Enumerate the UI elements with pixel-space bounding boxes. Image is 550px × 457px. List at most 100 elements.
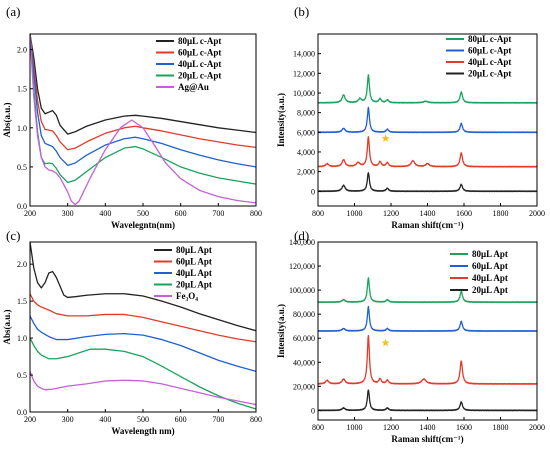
panel-label: (c) (6, 228, 20, 243)
x-tick-label: 1600 (456, 209, 472, 218)
series-line (318, 305, 537, 333)
x-tick-label: 300 (62, 415, 74, 424)
star-annotation: ★ (381, 132, 391, 145)
series-group (30, 34, 256, 206)
series-line (318, 74, 537, 104)
y-axis-title: Abs(a.u.) (2, 102, 12, 137)
y-tick-label: 14,000 (293, 50, 315, 59)
x-tick-label: 700 (212, 209, 224, 218)
x-tick-label: 800 (312, 423, 324, 432)
plot-frame (29, 33, 257, 207)
x-tick-label: 600 (175, 415, 187, 424)
legend-label: 40μL c-Apt (178, 59, 221, 69)
x-tick-label: 300 (62, 209, 74, 218)
legend: 80μL Apt 60μL Apt 40μL Apt 20μL Apt (450, 249, 508, 295)
y-tick-label: 0 (311, 187, 315, 196)
y-tick-label: 0.5 (17, 163, 27, 172)
x-tick-label: 1400 (420, 423, 436, 432)
y-tick-label: 1.5 (17, 297, 27, 306)
legend-label: 20μL c-Apt (178, 71, 221, 81)
x-tick-label: 1200 (383, 423, 399, 432)
legend-label: 40μL c-Apt (468, 57, 511, 67)
x-tick-label: 1200 (383, 209, 399, 218)
y-tick-label: 1.0 (17, 124, 27, 133)
series-line (30, 34, 256, 168)
panel-3: (d) 800 1000 1200 1400 1600 1800 2000 0 20,000 40,… (276, 228, 545, 444)
series-group (318, 277, 537, 412)
legend-label: Fe₃O₄ (176, 291, 198, 301)
series-line (318, 136, 537, 168)
series-line (318, 389, 537, 412)
x-tick-label: 1800 (493, 423, 509, 432)
y-tick-label: 8,000 (297, 109, 315, 118)
legend-label: 80μL Apt (472, 249, 508, 259)
legend-label: 60μL Apt (472, 261, 508, 271)
series-group (318, 74, 537, 193)
series-line (30, 371, 256, 406)
series-line (30, 34, 256, 135)
x-axis-title: Raman shift(cm⁻¹) (391, 220, 463, 230)
legend-label: 20μL Apt (472, 285, 508, 295)
series-line (318, 277, 537, 304)
x-tick-label: 1400 (420, 209, 436, 218)
x-tick-label: 800 (312, 209, 324, 218)
legend-label: Ag@Au (178, 82, 209, 92)
x-tick-label: 200 (24, 415, 36, 424)
y-tick-label: 140,000 (289, 238, 315, 247)
x-tick-label: 500 (137, 209, 149, 218)
series-line (30, 242, 256, 332)
y-tick-label: 120,000 (289, 262, 315, 271)
star-annotation: ★ (381, 337, 391, 350)
x-tick-label: 400 (99, 209, 111, 218)
panel-label: (b) (294, 4, 309, 19)
y-tick-label: 80,000 (293, 310, 315, 319)
y-tick-label: 100,000 (289, 286, 315, 295)
legend-label: 80μL c-Apt (178, 36, 221, 46)
legend-label: 60μL Apt (176, 257, 212, 267)
x-tick-label: 400 (99, 415, 111, 424)
legend-label: 80μL c-Apt (468, 34, 511, 44)
y-tick-label: 0.5 (17, 371, 27, 380)
x-tick-label: 500 (137, 415, 149, 424)
y-tick-label: 1.5 (17, 85, 27, 94)
y-tick-label: 0.0 (17, 408, 27, 417)
y-tick-label: 10,000 (293, 89, 315, 98)
x-tick-label: 700 (212, 415, 224, 424)
y-tick-label: 2.0 (17, 46, 27, 55)
series-line (30, 34, 256, 151)
x-tick-label: 2000 (529, 209, 545, 218)
series-line (318, 106, 537, 134)
series-group (30, 242, 256, 410)
y-tick-label: 0 (311, 406, 315, 415)
y-tick-label: 2,000 (297, 168, 315, 177)
x-axis-title: Wavelegntn(nm) (111, 220, 175, 230)
x-axis-title: Wavelength nm) (111, 426, 174, 436)
legend-label: 40μL Apt (472, 273, 508, 283)
x-tick-label: 1600 (456, 423, 472, 432)
y-tick-label: 4,000 (297, 148, 315, 157)
legend-label: 60μL c-Apt (468, 46, 511, 56)
x-tick-label: 800 (250, 209, 262, 218)
series-line (30, 337, 256, 410)
y-axis-title: Intensity(a.u.) (276, 304, 286, 358)
series-line (30, 34, 256, 206)
legend-label: 80μL Apt (176, 245, 212, 255)
legend-label: 60μL c-Apt (178, 48, 221, 58)
y-tick-label: 60,000 (293, 334, 315, 343)
x-tick-label: 1800 (493, 209, 509, 218)
panel-label: (a) (6, 4, 20, 19)
series-line (30, 315, 256, 372)
x-tick-label: 600 (175, 209, 187, 218)
x-tick-label: 2000 (529, 423, 545, 432)
x-tick-label: 1000 (347, 423, 363, 432)
y-tick-label: 2.0 (17, 260, 27, 269)
y-tick-label: 20,000 (293, 382, 315, 391)
x-tick-label: 1000 (347, 209, 363, 218)
y-tick-label: 12,000 (293, 69, 315, 78)
panel-2: (c) 200 300 400 500 600 700 800 0.0 0.5 1.0 1.5 2.0 W… (2, 228, 262, 436)
series-line (318, 334, 537, 385)
x-axis-title: Raman shift(cm⁻¹) (391, 434, 463, 444)
